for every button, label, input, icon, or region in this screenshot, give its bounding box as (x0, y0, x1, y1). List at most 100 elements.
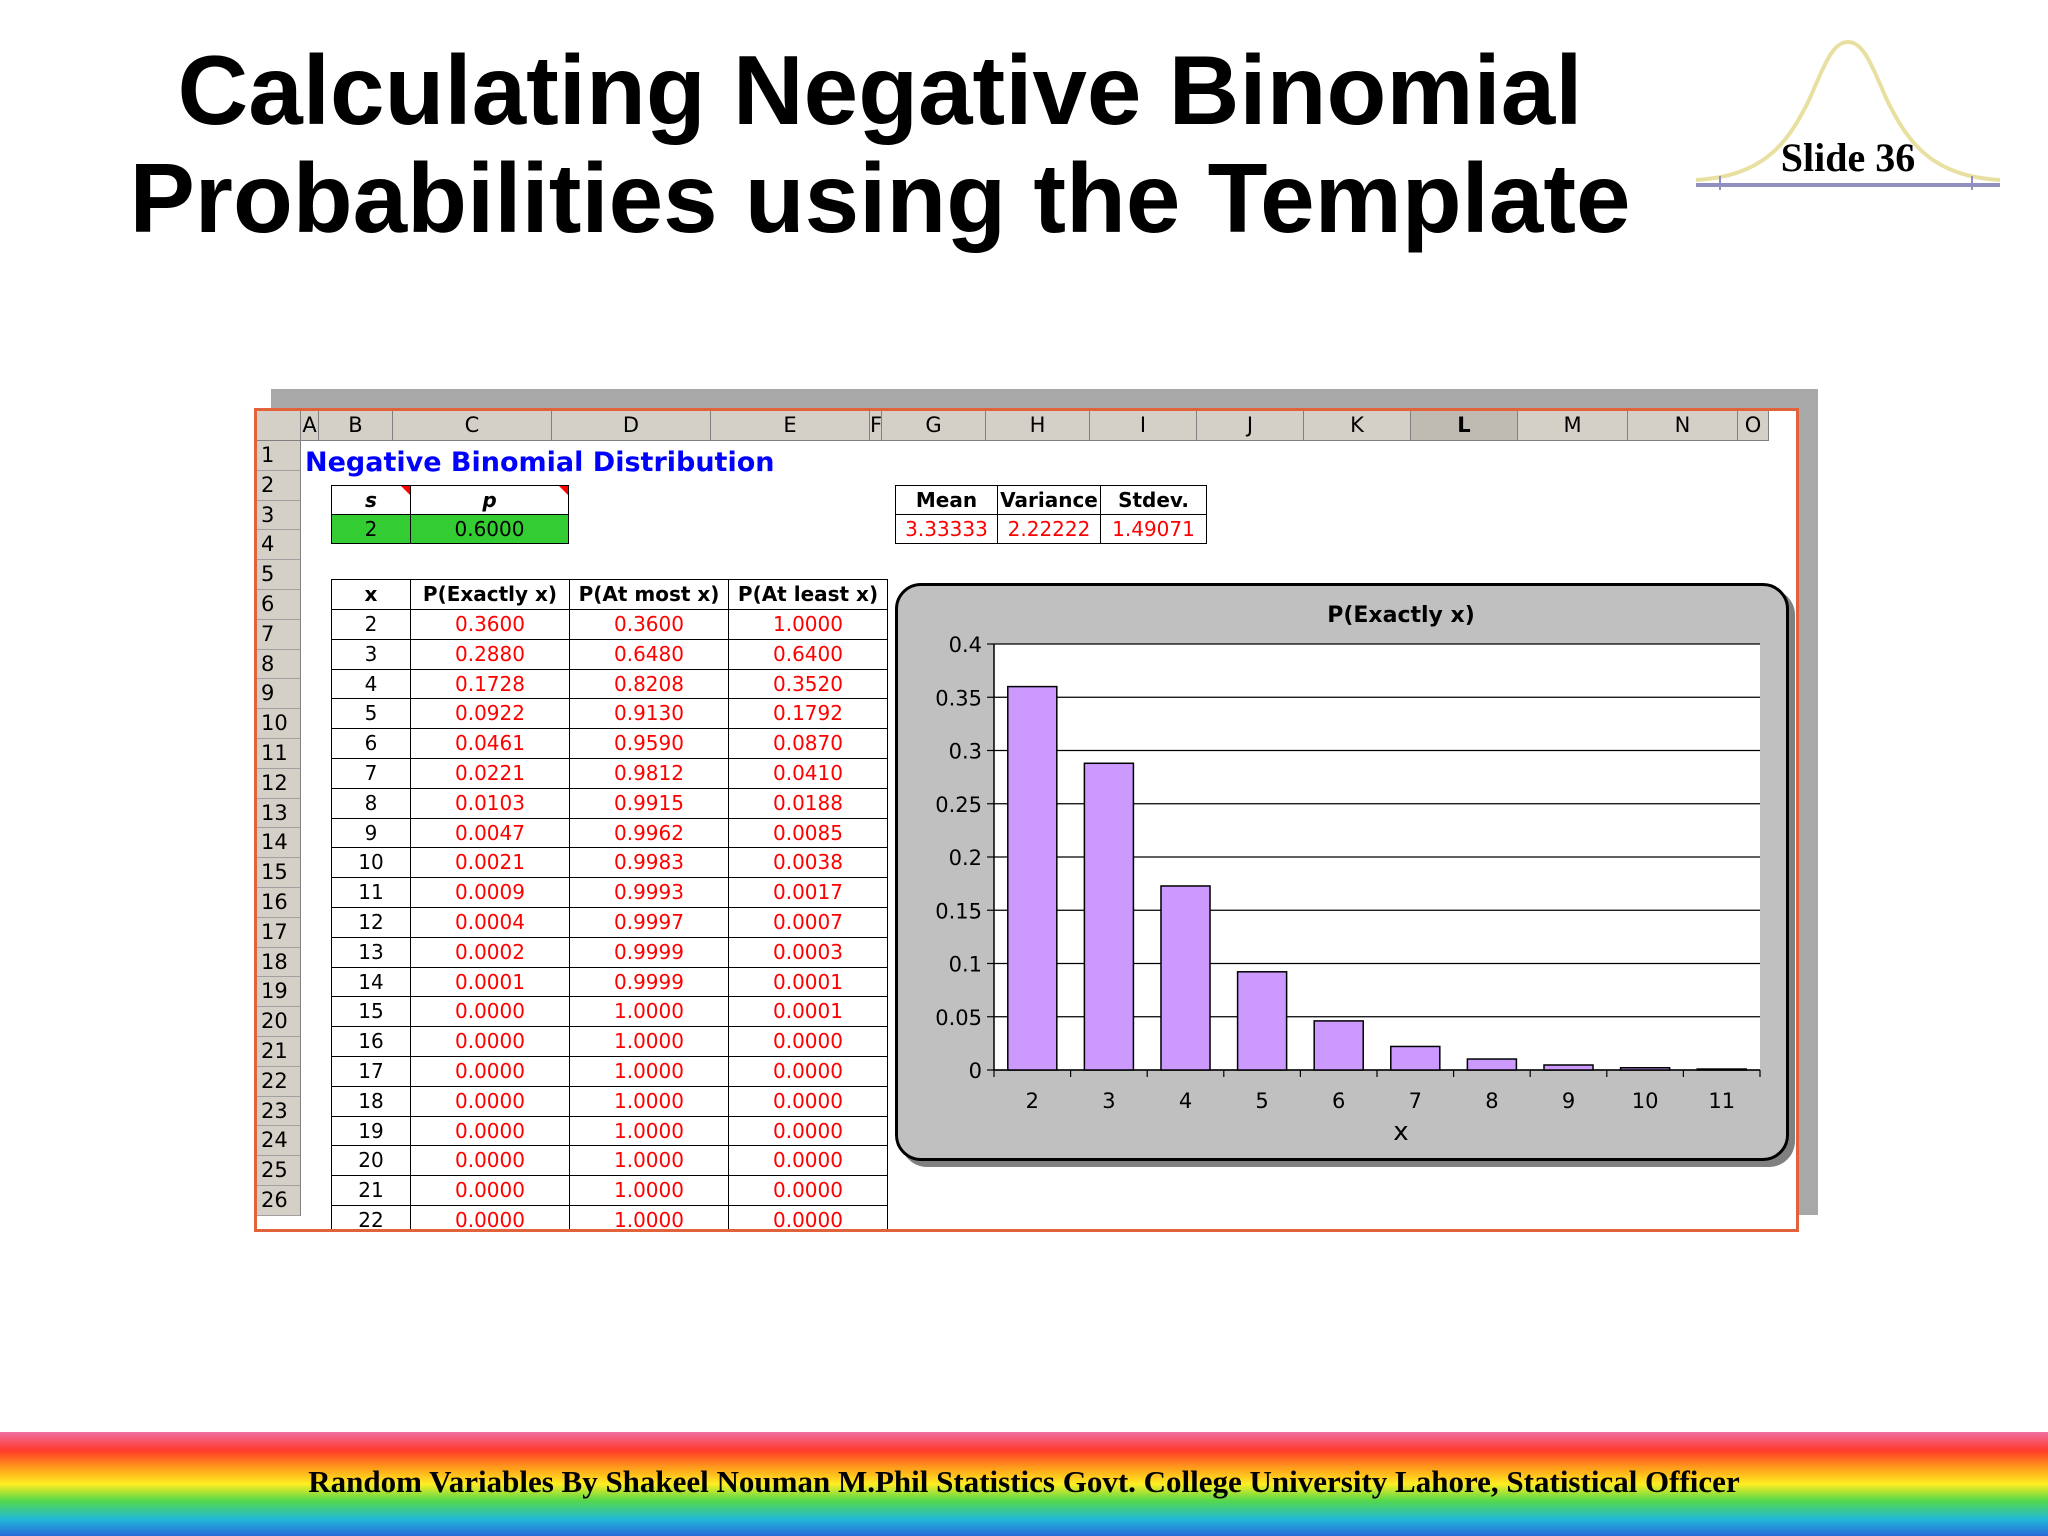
y-tick-label: 0.35 (935, 686, 982, 710)
row-header-14[interactable]: 14 (257, 828, 301, 859)
p-exactly-cell: 0.2880 (410, 638, 570, 670)
param-s-input[interactable]: 2 (331, 514, 411, 544)
p-exactly-cell: 0.0922 (410, 698, 570, 730)
row-header-26[interactable]: 26 (257, 1186, 301, 1216)
stdev-header: Stdev. (1100, 485, 1207, 515)
x-tick-label: 7 (1409, 1089, 1422, 1113)
row-header-20[interactable]: 20 (257, 1007, 301, 1037)
footer-rainbow-bar (0, 1432, 2048, 1536)
column-header-c[interactable]: C (393, 411, 552, 441)
column-header-h[interactable]: H (986, 411, 1090, 441)
x-cell: 19 (331, 1115, 411, 1147)
param-p-input[interactable]: 0.6000 (410, 514, 569, 544)
row-header-4[interactable]: 4 (257, 530, 301, 561)
row-header-17[interactable]: 17 (257, 917, 301, 948)
x-cell: 4 (331, 668, 411, 700)
column-header-i[interactable]: I (1090, 411, 1197, 441)
p-at-least-header: P(At least x) (728, 579, 888, 610)
sheet-title: Negative Binomial Distribution (305, 447, 775, 478)
column-header-g[interactable]: G (882, 411, 986, 441)
x-axis-label: x (1393, 1117, 1408, 1147)
param-p-header: p (410, 485, 569, 515)
p-at-most-cell: 0.9962 (569, 817, 729, 849)
row-header-3[interactable]: 3 (257, 500, 301, 531)
column-header-o[interactable]: O (1738, 411, 1769, 441)
x-header: x (331, 579, 411, 610)
column-header-m[interactable]: M (1518, 411, 1628, 441)
row-header-10[interactable]: 10 (257, 709, 301, 739)
row-header-12[interactable]: 12 (257, 768, 301, 799)
p-exactly-cell: 0.1728 (410, 668, 570, 700)
x-tick-label: 11 (1708, 1089, 1735, 1113)
row-header-22[interactable]: 22 (257, 1066, 301, 1097)
column-header-a[interactable]: A (301, 411, 319, 441)
p-at-least-cell: 0.0000 (728, 1026, 888, 1057)
p-at-least-cell: 0.0000 (728, 1115, 888, 1147)
x-tick-label: 4 (1179, 1089, 1192, 1113)
x-cell: 7 (331, 758, 411, 789)
x-cell: 3 (331, 638, 411, 670)
row-header-8[interactable]: 8 (257, 649, 301, 680)
p-at-most-cell: 0.9999 (569, 936, 729, 968)
select-all-corner[interactable] (257, 411, 301, 441)
chart-title: P(Exactly x) (1327, 603, 1475, 628)
p-at-least-cell: 0.6400 (728, 638, 888, 670)
row-header-15[interactable]: 15 (257, 858, 301, 888)
y-tick-label: 0.3 (949, 740, 982, 764)
x-cell: 5 (331, 698, 411, 730)
x-cell: 12 (331, 907, 411, 938)
slide-title: Calculating Negative Binomial Probabilit… (40, 36, 1720, 252)
row-header-7[interactable]: 7 (257, 619, 301, 650)
row-header-23[interactable]: 23 (257, 1096, 301, 1127)
bar (1083, 762, 1135, 1071)
column-header-l[interactable]: L (1411, 411, 1518, 441)
row-header-16[interactable]: 16 (257, 888, 301, 918)
row-header-2[interactable]: 2 (257, 470, 301, 501)
row-header-25[interactable]: 25 (257, 1156, 301, 1186)
bar-chart: P(Exactly x) 0 0.05 0.1 0.15 0.2 0.25 0.3 0.35 0.… (935, 603, 1761, 1147)
p-at-least-cell: 0.0870 (728, 728, 888, 759)
p-exactly-cell: 0.0002 (410, 936, 570, 968)
p-exactly-cell: 0.0000 (410, 1085, 570, 1117)
row-header-6[interactable]: 6 (257, 590, 301, 620)
column-header-e[interactable]: E (711, 411, 870, 441)
p-at-most-cell: 0.9999 (569, 966, 729, 998)
bar (1313, 1020, 1364, 1071)
p-at-most-cell: 1.0000 (569, 1205, 729, 1229)
column-header-d[interactable]: D (552, 411, 711, 441)
row-header-9[interactable]: 9 (257, 679, 301, 710)
bar (1619, 1067, 1671, 1071)
column-header-j[interactable]: J (1197, 411, 1304, 441)
column-header-n[interactable]: N (1628, 411, 1738, 441)
bar (1160, 885, 1211, 1071)
row-header-1[interactable]: 1 (257, 441, 301, 471)
p-at-least-cell: 0.0001 (728, 966, 888, 998)
bar (1390, 1045, 1441, 1071)
row-header-21[interactable]: 21 (257, 1037, 301, 1067)
x-tick-label: 3 (1102, 1089, 1115, 1113)
p-exactly-cell: 0.0021 (410, 847, 570, 879)
row-header-18[interactable]: 18 (257, 947, 301, 978)
p-at-most-cell: 1.0000 (569, 1026, 729, 1057)
p-at-most-cell: 1.0000 (569, 996, 729, 1028)
x-tick-label: 6 (1332, 1089, 1345, 1113)
x-cell: 11 (331, 877, 411, 908)
p-at-least-cell: 0.0001 (728, 996, 888, 1028)
x-tick-label: 5 (1255, 1089, 1268, 1113)
p-at-most-header: P(At most x) (569, 579, 729, 610)
p-exactly-cell: 0.0004 (410, 907, 570, 938)
row-header-11[interactable]: 11 (257, 739, 301, 769)
row-header-19[interactable]: 19 (257, 977, 301, 1008)
column-header-b[interactable]: B (319, 411, 393, 441)
row-header-13[interactable]: 13 (257, 798, 301, 829)
p-at-most-cell: 1.0000 (569, 1175, 729, 1206)
row-header-5[interactable]: 5 (257, 560, 301, 590)
p-exactly-cell: 0.0461 (410, 728, 570, 759)
p-at-least-cell: 0.0038 (728, 847, 888, 879)
y-tick-label: 0.1 (949, 953, 982, 977)
column-header-f[interactable]: F (870, 411, 882, 441)
row-header-24[interactable]: 24 (257, 1126, 301, 1157)
x-tick-label: 10 (1632, 1089, 1659, 1113)
column-header-k[interactable]: K (1304, 411, 1411, 441)
